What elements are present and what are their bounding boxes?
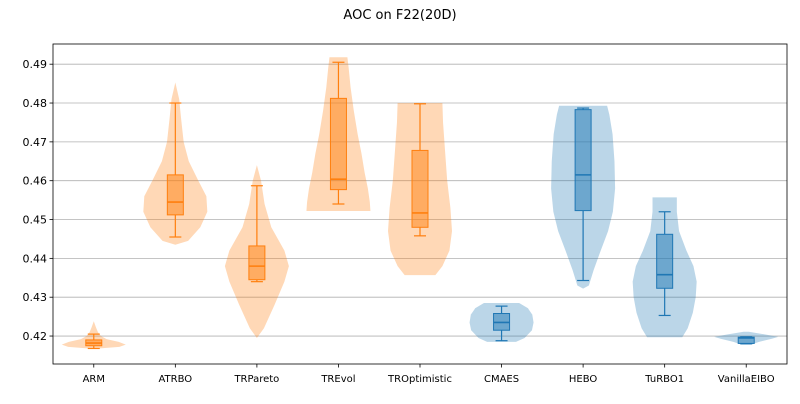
boxplot-CMAES xyxy=(493,305,511,342)
iqr-box xyxy=(411,149,429,228)
iqr-box xyxy=(574,109,592,212)
iqr-box xyxy=(248,245,266,281)
boxplot-VanillaEIBO xyxy=(737,336,755,345)
y-tick-label: 0.45 xyxy=(23,214,48,227)
boxplot-HEBO xyxy=(574,107,592,282)
y-tick-label: 0.46 xyxy=(23,175,48,188)
y-tick-label: 0.42 xyxy=(23,330,48,343)
x-tick-label: TREvol xyxy=(320,374,355,385)
x-tick-label: ATRBO xyxy=(158,374,192,385)
x-tick-label: CMAES xyxy=(484,374,519,385)
x-tick-label: TROptimistic xyxy=(387,374,452,385)
boxplot-ARM xyxy=(85,333,103,350)
y-tick-label: 0.49 xyxy=(23,58,48,71)
y-tick-label: 0.48 xyxy=(23,97,48,110)
boxplot-TuRBO1 xyxy=(656,211,674,317)
boxplot-TREvol xyxy=(329,61,347,205)
boxplot-TRPareto xyxy=(248,185,266,283)
boxplot-ATRBO xyxy=(166,102,184,238)
x-tick-label: TRPareto xyxy=(233,374,279,385)
y-tick-label: 0.44 xyxy=(23,252,48,265)
x-tick-label: HEBO xyxy=(569,374,598,385)
y-axis: 0.42 0.43 0.44 0.45 0.46 0.47 0.48 0.49 xyxy=(23,58,53,343)
iqr-box xyxy=(329,97,347,191)
x-tick-label: TuRBO1 xyxy=(644,374,684,385)
y-tick-label: 0.47 xyxy=(23,136,48,149)
boxplot-TROptimistic xyxy=(411,103,429,237)
iqr-box xyxy=(166,174,184,216)
x-tick-label: ARM xyxy=(83,374,105,385)
chart-title: AOC on F22(20D) xyxy=(343,8,456,23)
boxplots xyxy=(85,61,755,350)
x-axis: ARM ATRBO TRPareto TREvol TROptimistic CMAES H… xyxy=(83,364,775,385)
x-tick-label: VanillaEIBO xyxy=(718,374,775,385)
y-tick-label: 0.43 xyxy=(23,291,48,304)
iqr-box xyxy=(656,233,674,289)
